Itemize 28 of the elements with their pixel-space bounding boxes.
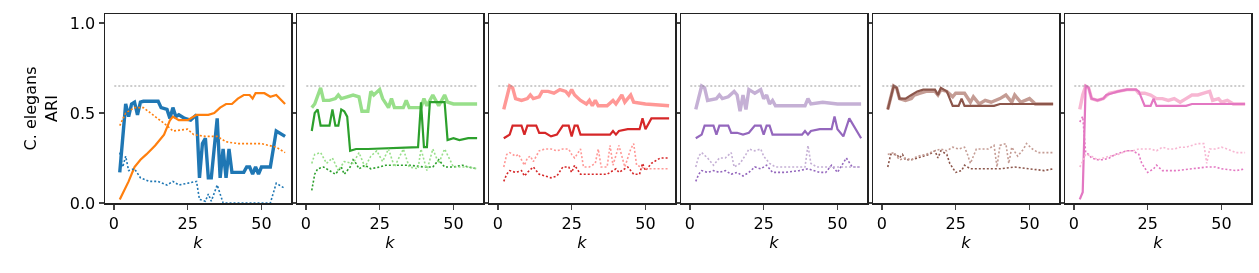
x-tick-label: 50 xyxy=(827,213,848,233)
y-tick-label: 1.0 xyxy=(69,13,96,33)
x-axis-title: k xyxy=(385,232,396,252)
x-tick-label: 0 xyxy=(876,213,887,233)
y-axis-title: C. elegans ARI xyxy=(21,66,61,151)
x-tick-label: 0 xyxy=(1068,213,1079,233)
x-axis-title: k xyxy=(961,232,972,252)
x-tick-label: 25 xyxy=(1137,213,1158,233)
x-axis-title: k xyxy=(769,232,780,252)
x-axis-title: k xyxy=(1153,232,1164,252)
x-tick-label: 0 xyxy=(300,213,311,233)
x-tick-label: 25 xyxy=(753,213,774,233)
x-tick-label: 50 xyxy=(1211,213,1232,233)
x-tick-label: 50 xyxy=(635,213,656,233)
x-tick-label: 25 xyxy=(177,213,198,233)
x-tick-label: 0 xyxy=(684,213,695,233)
y-tick-label: 0.0 xyxy=(69,193,96,213)
x-tick-label: 50 xyxy=(1019,213,1040,233)
x-tick-label: 0 xyxy=(108,213,119,233)
y-tick-label: 0.5 xyxy=(69,103,96,123)
x-tick-label: 50 xyxy=(251,213,272,233)
x-tick-label: 0 xyxy=(492,213,503,233)
x-axis-title: k xyxy=(193,232,204,252)
x-tick-label: 25 xyxy=(561,213,582,233)
x-tick-label: 25 xyxy=(369,213,390,233)
x-tick-label: 50 xyxy=(443,213,464,233)
x-tick-label: 25 xyxy=(945,213,966,233)
x-axis-title: k xyxy=(577,232,588,252)
